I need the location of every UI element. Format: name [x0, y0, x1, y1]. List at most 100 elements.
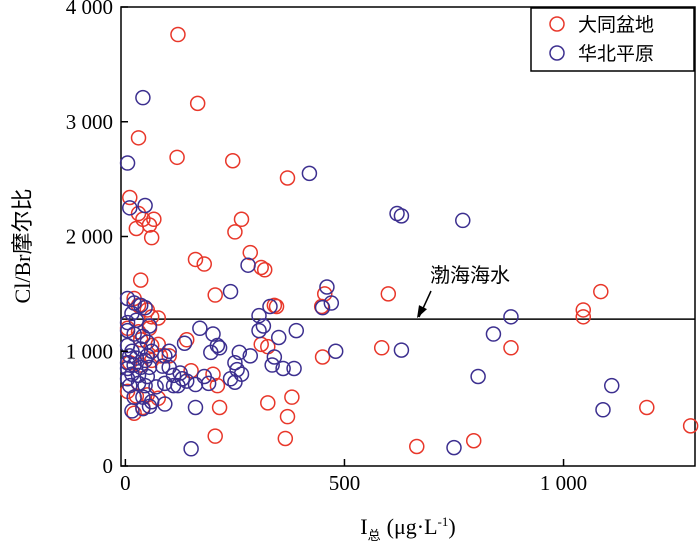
x-axis-title-main: I	[360, 514, 367, 539]
huabei-point	[157, 396, 173, 412]
datong-point	[152, 348, 169, 364]
huabei-point	[314, 299, 331, 316]
datong-point	[279, 408, 296, 425]
datong-point	[170, 26, 186, 43]
huabei-point	[157, 348, 173, 364]
datong-point	[380, 286, 397, 302]
legend-label-huabei: 华北平原	[578, 43, 654, 65]
datong-point	[189, 95, 206, 112]
huabei-point	[137, 299, 153, 316]
legend-marker-huabei	[549, 45, 565, 61]
huabei-point	[227, 374, 243, 390]
datong-point	[122, 189, 138, 206]
reference-line-arrowhead	[417, 305, 427, 319]
plot-frame	[120, 6, 696, 467]
x-tick-label: 1 000	[540, 471, 587, 495]
huabei-point	[161, 343, 177, 359]
datong-point	[242, 244, 259, 261]
datong-point	[183, 363, 199, 379]
datong-point	[260, 395, 276, 411]
huabei-point	[126, 295, 142, 311]
datong-point	[187, 251, 204, 268]
datong-point	[373, 340, 390, 356]
datong-point	[143, 337, 160, 354]
huabei-point	[455, 212, 471, 229]
axis-ticks: 0 500 1 000 0 1 000 2 000 3 000 4 000	[66, 0, 587, 495]
datong-point	[224, 153, 241, 169]
datong-point	[284, 389, 300, 405]
x-tick-label: 0	[120, 471, 131, 495]
datong-point	[233, 211, 250, 228]
datong-point	[503, 340, 519, 356]
huabei-point	[240, 257, 256, 273]
huabei-point	[286, 360, 302, 377]
huabei-point	[137, 197, 153, 214]
huabei-point	[270, 329, 287, 346]
huabei-point	[122, 200, 138, 216]
datong-point	[150, 310, 166, 326]
huabei-point	[393, 342, 410, 358]
huabei-point	[205, 326, 221, 342]
reference-line-group: 渤海海水	[121, 263, 695, 320]
y-tick-label: 1 000	[66, 339, 113, 363]
huabei-point	[154, 358, 171, 374]
datong-point	[682, 418, 699, 434]
huabei-point	[137, 377, 153, 394]
huabei-point	[122, 348, 138, 364]
datong-point	[279, 170, 296, 186]
huabei-point	[139, 348, 156, 364]
datong-point	[143, 229, 160, 246]
huabei-point	[141, 398, 158, 415]
huabei-point	[319, 279, 335, 295]
datong-point	[639, 399, 655, 416]
huabei-point	[288, 322, 305, 339]
y-tick-label: 4 000	[66, 0, 113, 19]
huabei-point	[165, 367, 182, 384]
huabei-point	[262, 298, 278, 315]
legend: 大同盆地 华北平原	[530, 7, 695, 72]
y-tick-label: 2 000	[66, 225, 113, 249]
huabei-point	[393, 208, 410, 224]
huabei-point	[231, 344, 248, 361]
huabei-point	[242, 348, 259, 364]
huabei-point	[211, 340, 228, 356]
datong-point	[277, 430, 294, 447]
huabei-point	[187, 399, 204, 416]
huabei-point	[301, 165, 318, 182]
huabei-point	[141, 359, 158, 376]
datong-point	[465, 433, 482, 449]
datong-point	[178, 332, 195, 348]
huabei-point	[192, 320, 208, 337]
datong-point	[593, 283, 609, 300]
datong-point	[268, 298, 285, 315]
huabei-point	[327, 343, 344, 359]
datong-point	[575, 309, 592, 325]
x-axis-title-sub: 总	[368, 528, 381, 543]
huabei-point	[275, 360, 291, 377]
huabei-point	[135, 400, 151, 417]
y-tick-label: 0	[103, 454, 114, 478]
datong-point	[313, 298, 330, 315]
huabei-point	[251, 322, 267, 339]
huabei-point	[126, 326, 142, 342]
huabei-point	[222, 283, 239, 300]
huabei-point	[119, 155, 136, 171]
huabei-point	[157, 375, 173, 392]
huabei-point	[251, 307, 267, 324]
huabei-point	[203, 344, 219, 361]
datong-point	[169, 149, 185, 166]
huabei-point	[323, 295, 340, 311]
huabei-point	[119, 371, 136, 387]
datong-point	[207, 428, 223, 444]
x-axis-title-unit-sup: -1	[438, 514, 449, 529]
huabei-point	[227, 354, 243, 371]
datong-point	[128, 220, 145, 237]
huabei-point	[485, 326, 502, 342]
y-axis-title: Cl/Br摩尔比	[10, 189, 35, 304]
datong-point	[227, 224, 243, 240]
huabei-point	[124, 403, 140, 419]
reference-line-label: 渤海海水	[430, 263, 510, 287]
huabei-point	[176, 335, 193, 351]
huabei-point	[119, 314, 136, 331]
